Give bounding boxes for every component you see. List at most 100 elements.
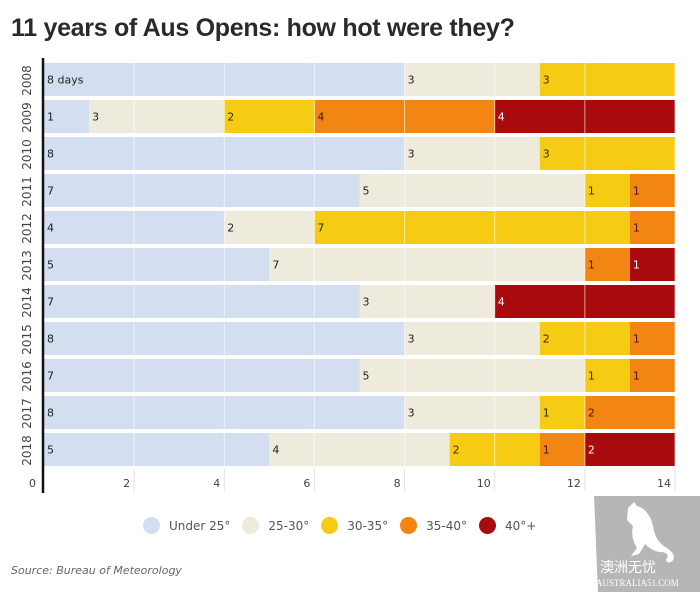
bar-value-label: 5 bbox=[363, 185, 370, 198]
bar-value-label: 1 bbox=[633, 333, 640, 346]
y-tick-label: 2008 bbox=[20, 65, 34, 96]
legend-item-40-plus: 40°+ bbox=[479, 517, 536, 534]
bar-segment bbox=[269, 248, 585, 281]
x-tick-label: 0 bbox=[29, 477, 36, 490]
bar-segment bbox=[629, 322, 675, 355]
bar-value-label: 1 bbox=[633, 259, 640, 272]
legend-label: 30-35° bbox=[347, 518, 389, 533]
legend-item-35-40: 35-40° bbox=[400, 517, 467, 534]
bar-segment bbox=[44, 433, 270, 466]
bar-value-label: 2 bbox=[453, 444, 460, 457]
x-tick-label: 12 bbox=[567, 477, 581, 490]
bar-segment bbox=[44, 248, 270, 281]
y-tick-label: 2017 bbox=[20, 398, 34, 429]
bar-value-label: 1 bbox=[633, 370, 640, 383]
bar-value-label: 3 bbox=[408, 407, 415, 420]
x-tick-label: 6 bbox=[303, 477, 310, 490]
legend-swatch bbox=[143, 517, 160, 534]
x-tick-label: 4 bbox=[213, 477, 220, 490]
bar-value-label: 4 bbox=[498, 111, 505, 124]
chart-title: 11 years of Aus Opens: how hot were they… bbox=[11, 14, 515, 42]
legend: Under 25° 25-30° 30-35° 35-40° 40°+ bbox=[143, 517, 548, 534]
bar-value-label: 7 bbox=[47, 185, 54, 198]
bar-value-label: 7 bbox=[47, 370, 54, 383]
y-tick-label: 2015 bbox=[20, 324, 34, 355]
bar-value-label: 2 bbox=[588, 407, 595, 420]
bar-segment bbox=[629, 211, 675, 244]
bar-segment bbox=[89, 100, 225, 133]
bar-value-label: 2 bbox=[227, 222, 234, 235]
x-tick-label: 14 bbox=[657, 477, 671, 490]
x-tick-label: 8 bbox=[394, 477, 401, 490]
bar-value-label: 5 bbox=[363, 370, 370, 383]
bar-segment bbox=[539, 396, 585, 429]
legend-item-25-30: 25-30° bbox=[242, 517, 309, 534]
bar-value-label: 3 bbox=[92, 111, 99, 124]
y-tick-label: 2010 bbox=[20, 139, 34, 170]
bar-segment bbox=[629, 174, 675, 207]
bar-value-label: 3 bbox=[363, 296, 370, 309]
legend-swatch bbox=[242, 517, 260, 534]
y-tick-label: 2013 bbox=[20, 250, 34, 281]
bar-value-label: 3 bbox=[408, 74, 415, 87]
bar-value-label: 3 bbox=[543, 74, 550, 87]
source-note: Source: Bureau of Meteorology bbox=[11, 564, 182, 577]
bar-segment bbox=[584, 359, 630, 392]
bar-segment bbox=[404, 322, 540, 355]
bar-value-label: 1 bbox=[588, 259, 595, 272]
watermark-logo: 澳洲无忧 AUSTRALIA51.COM bbox=[594, 496, 700, 592]
legend-label: 40°+ bbox=[505, 518, 537, 533]
legend-swatch bbox=[321, 517, 339, 534]
bar-value-label: 8 bbox=[47, 407, 54, 420]
legend-label: 25-30° bbox=[268, 518, 310, 533]
bar-value-label: 1 bbox=[543, 444, 550, 457]
bar-value-label: 4 bbox=[47, 222, 54, 235]
bar-segment bbox=[584, 433, 675, 466]
bar-value-label: 8 bbox=[47, 148, 54, 161]
bar-value-label: 1 bbox=[588, 370, 595, 383]
bar-segment bbox=[404, 137, 540, 170]
bar-value-label: 1 bbox=[47, 111, 54, 124]
bar-value-label: 5 bbox=[47, 259, 54, 272]
bar-value-label: 1 bbox=[633, 222, 640, 235]
bar-value-label: 3 bbox=[408, 148, 415, 161]
bar-segment bbox=[539, 137, 675, 170]
bar-value-label: 4 bbox=[272, 444, 279, 457]
bar-value-label: 1 bbox=[543, 407, 550, 420]
bar-value-label: 2 bbox=[543, 333, 550, 346]
bar-value-label: 5 bbox=[47, 444, 54, 457]
svg-text:澳洲无忧: 澳洲无忧 bbox=[600, 560, 656, 576]
bar-segment bbox=[404, 63, 540, 96]
bar-segment bbox=[359, 359, 585, 392]
bar-segment bbox=[359, 174, 585, 207]
bar-value-label: 7 bbox=[272, 259, 279, 272]
bar-value-label: 3 bbox=[408, 333, 415, 346]
kangaroo-icon bbox=[627, 502, 674, 563]
bar-value-label: 4 bbox=[317, 111, 324, 124]
bar-segment bbox=[629, 248, 675, 281]
bar-value-label: 1 bbox=[633, 185, 640, 198]
y-tick-label: 2012 bbox=[20, 213, 34, 244]
bar-segment bbox=[584, 174, 630, 207]
legend-label: Under 25° bbox=[169, 518, 231, 533]
bar-value-label: 7 bbox=[47, 296, 54, 309]
bar-segment bbox=[404, 396, 540, 429]
bar-segment bbox=[539, 433, 585, 466]
bar-segment bbox=[224, 211, 315, 244]
legend-swatch bbox=[479, 517, 497, 534]
x-tick-label: 10 bbox=[477, 477, 491, 490]
bar-value-label: 8 days bbox=[47, 74, 84, 87]
legend-item-under-25: Under 25° bbox=[143, 517, 230, 534]
bar-segment bbox=[44, 174, 360, 207]
bar-segment bbox=[629, 359, 675, 392]
bar-segment bbox=[44, 100, 90, 133]
bar-segment bbox=[584, 396, 675, 429]
y-tick-label: 2018 bbox=[20, 435, 34, 466]
bar-segment bbox=[44, 285, 360, 318]
bar-value-label: 2 bbox=[588, 444, 595, 457]
bar-segment bbox=[359, 285, 495, 318]
bar-segment bbox=[224, 100, 315, 133]
legend-label: 35-40° bbox=[426, 518, 468, 533]
x-tick-label: 2 bbox=[123, 477, 130, 490]
legend-item-30-35: 30-35° bbox=[321, 517, 388, 534]
